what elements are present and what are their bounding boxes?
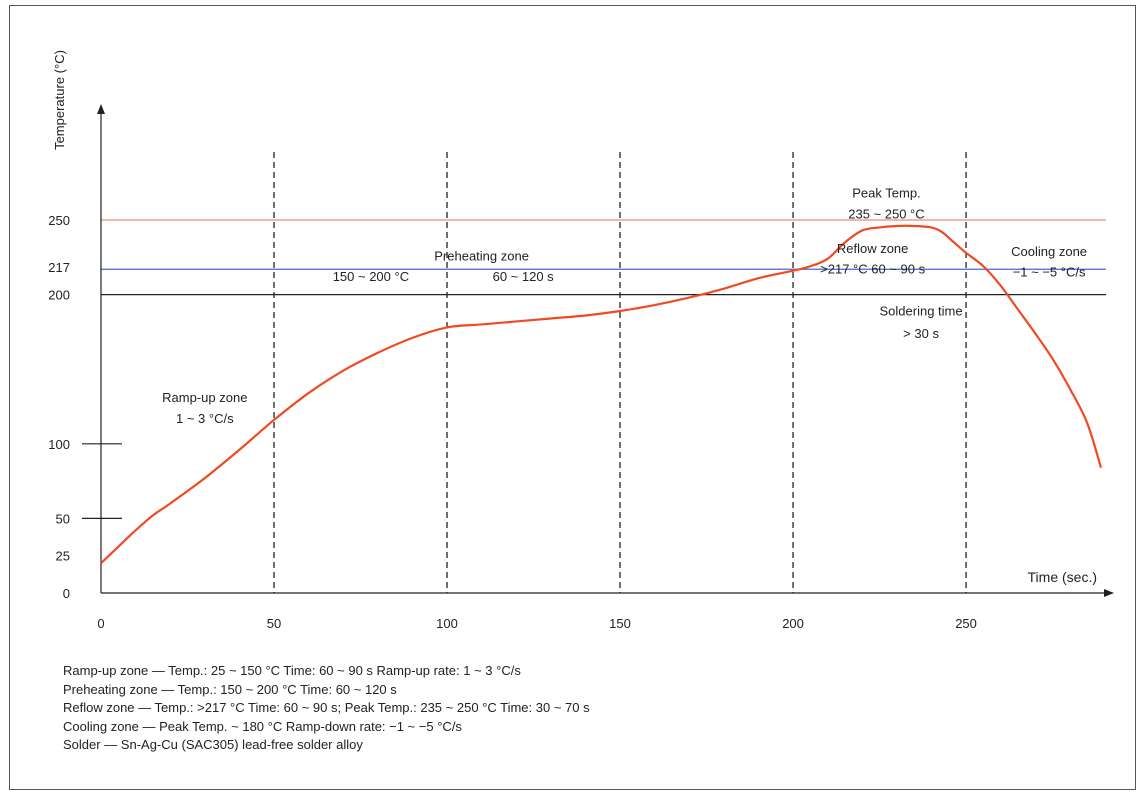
annotation-preheating_temp: 150 ~ 200 °C [333,269,409,284]
x-axis-label: Time (sec.) [1028,569,1097,585]
annotation-preheating_title: Preheating zone [434,248,529,263]
y-axis-arrow [97,104,105,114]
note-line-solder: Solder — Sn-Ag-Cu (SAC305) lead-free sol… [63,737,363,752]
x-tick-label-250: 250 [955,616,977,631]
note-line-reflow: Reflow zone — Temp.: >217 °C Time: 60 ~ … [63,700,590,715]
chart-frame [9,5,1136,790]
x-tick-label-50: 50 [267,616,281,631]
x-tick-label-150: 150 [609,616,631,631]
y-tick-label-25: 25 [56,549,70,564]
y-tick-label-100: 100 [48,437,70,452]
annotation-ramp_rate: 1 ~ 3 °C/s [176,411,234,426]
annotation-cooling_rate: −1 ~ −5 °C/s [1013,265,1086,280]
x-tick-label-100: 100 [436,616,458,631]
note-line-cooling: Cooling zone — Peak Temp. ~ 180 °C Ramp-… [63,718,462,734]
annotation-cooling_title: Cooling zone [1011,244,1087,259]
note-line-ramp-up: Ramp-up zone — Temp.: 25 ~ 150 °C Time: … [63,663,521,678]
note-line-preheating: Preheating zone — Temp.: 150 ~ 200 °C Ti… [63,681,397,697]
x-tick-label-0: 0 [97,616,104,631]
y-tick-label-217: 217 [48,260,70,275]
series-line-0 [100,224,1103,564]
chart-notes: Ramp-up zone — Temp.: 25 ~ 150 °C Time: … [63,662,590,755]
x-axis-arrow [1104,589,1114,597]
annotation-ramp_title: Ramp-up zone [162,390,247,405]
y-tick-label-200: 200 [48,288,70,303]
y-axis-label: Temperature (°C) [52,50,67,150]
annotation-reflow_spec: >217 °C 60 ~ 90 s [820,262,925,277]
y-tick-label-0: 0 [63,586,70,601]
annotation-soldering_title: Soldering time [880,303,963,318]
y-tick-label-50: 50 [56,511,70,526]
annotation-peak_range: 235 ~ 250 °C [848,207,924,222]
annotation-soldering_value: > 30 s [903,326,939,341]
annotation-reflow_title: Reflow zone [837,241,909,256]
annotation-peak_title: Peak Temp. [852,186,920,201]
x-tick-label-200: 200 [782,616,804,631]
y-tick-label-250: 250 [48,213,70,228]
annotation-preheating_time: 60 ~ 120 s [493,269,555,284]
